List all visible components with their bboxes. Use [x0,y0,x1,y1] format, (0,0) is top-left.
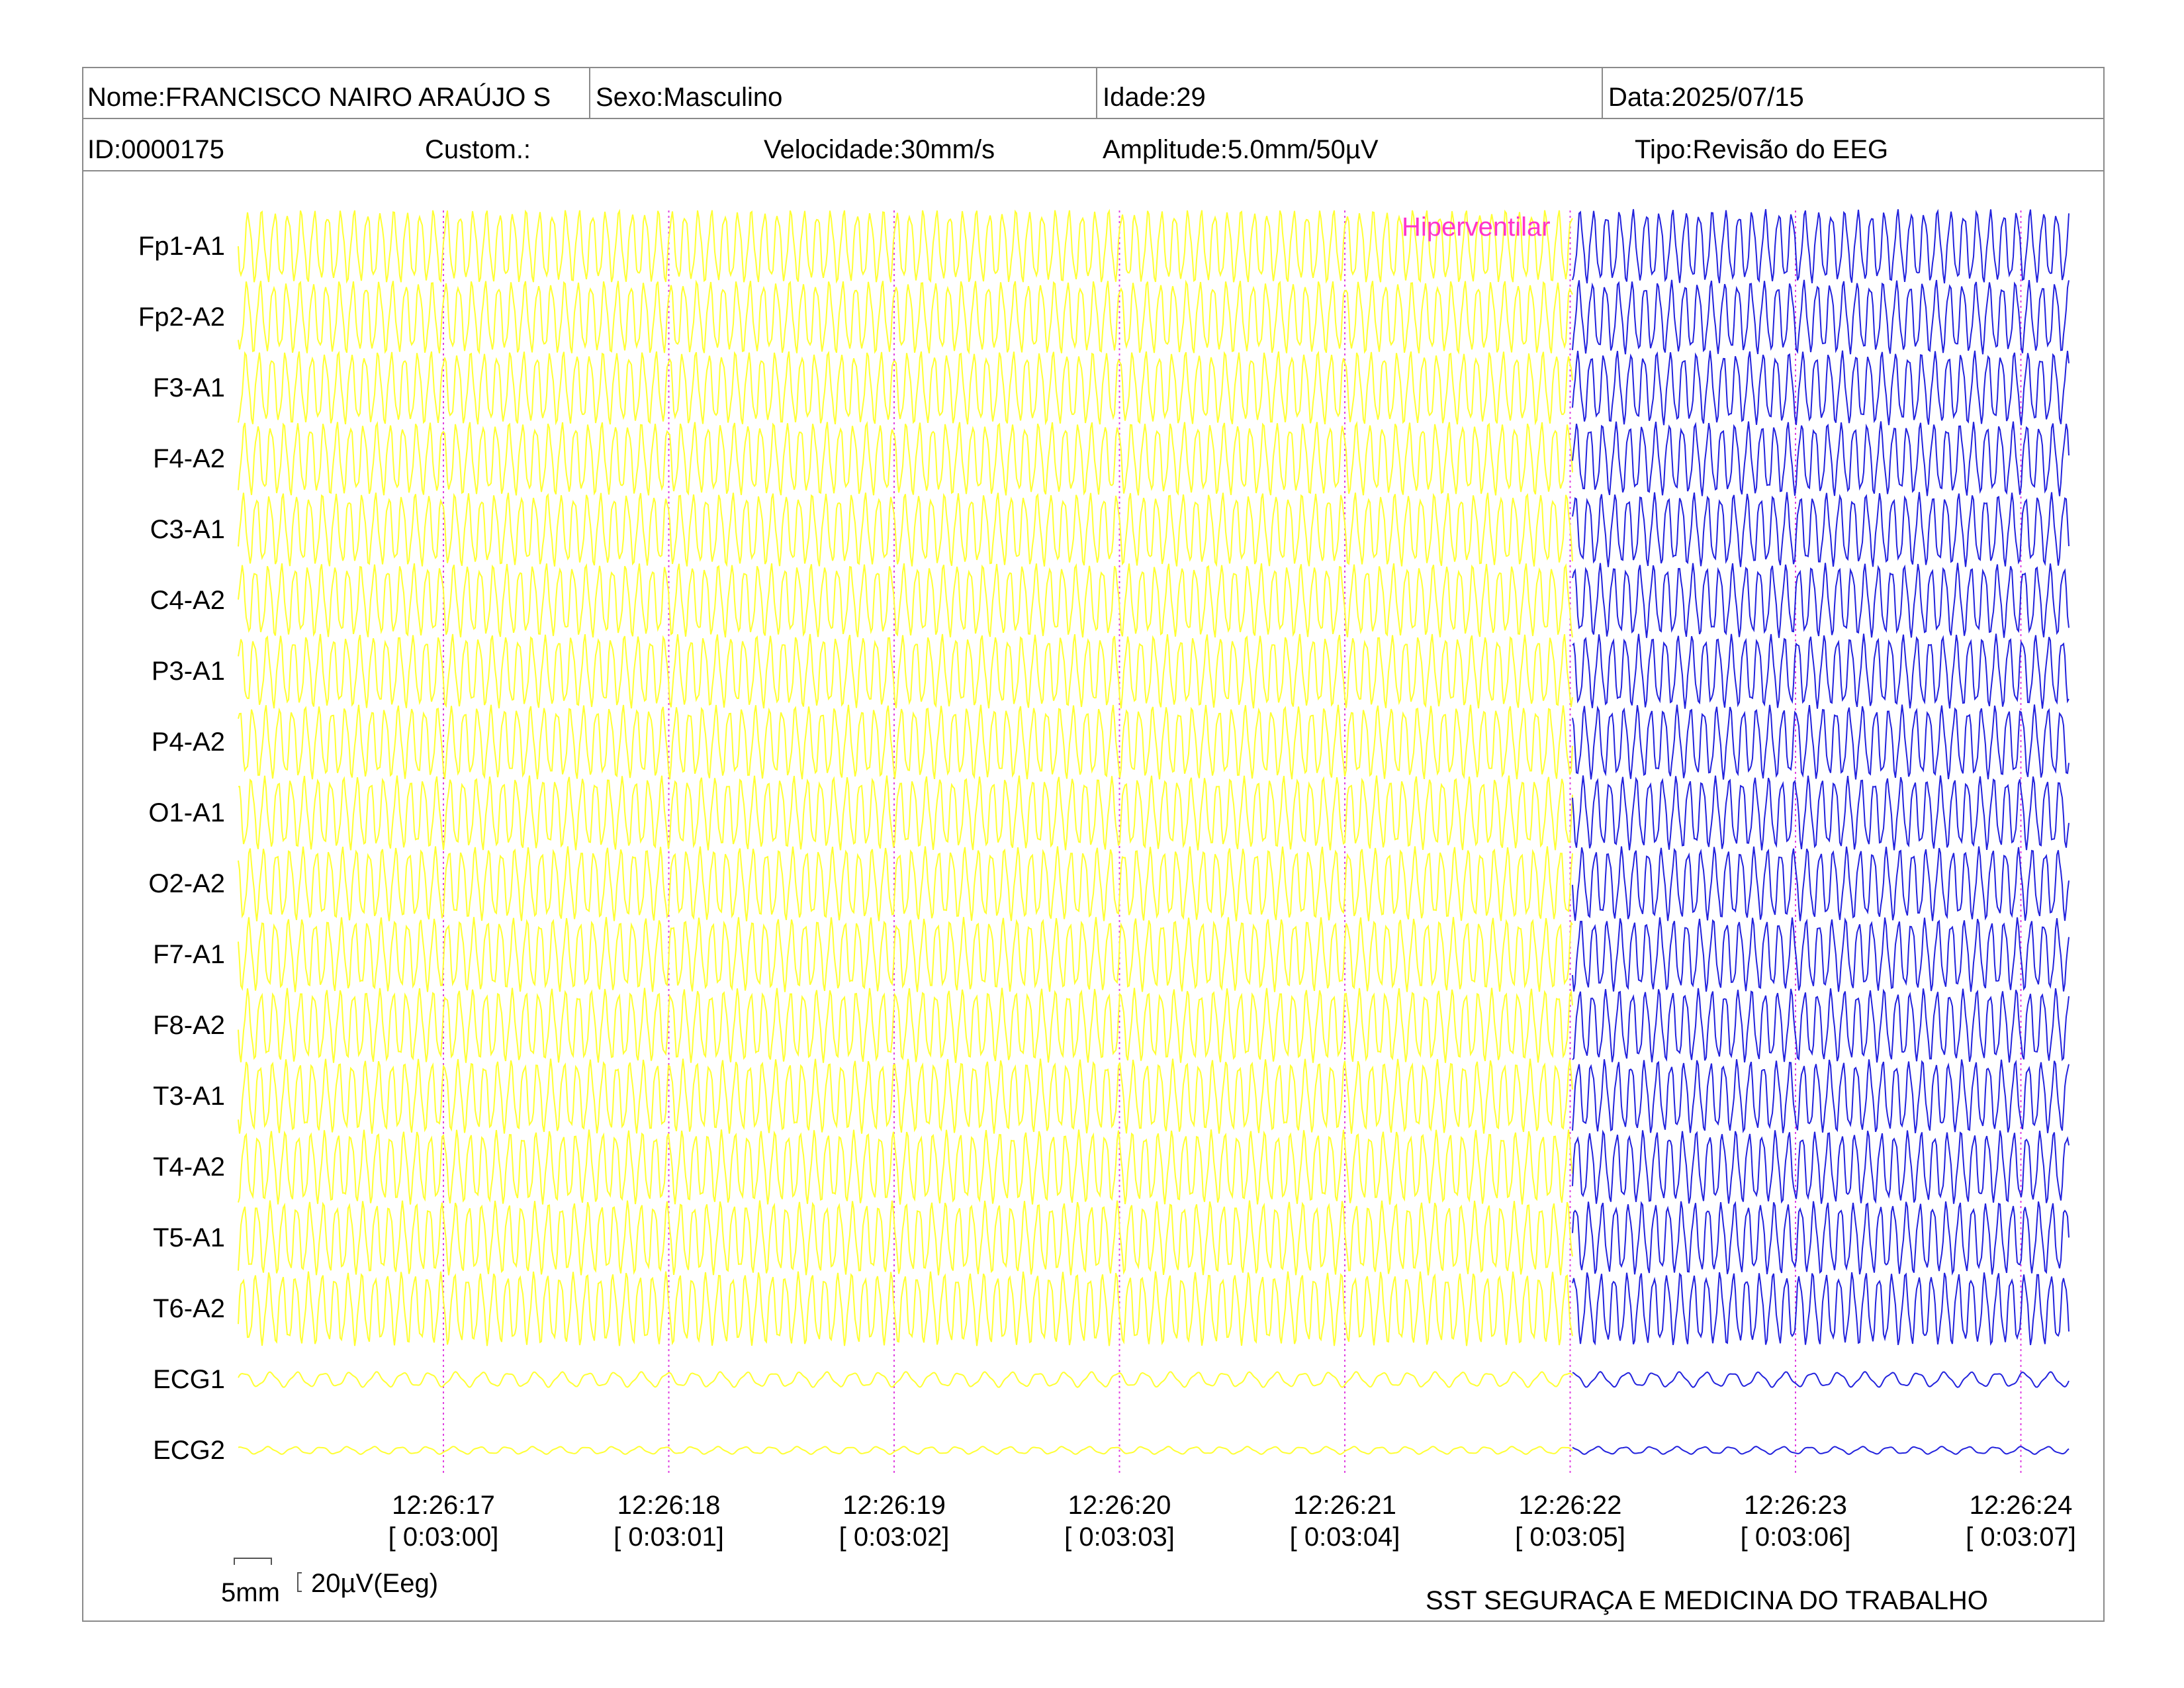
eeg-trace-post-event [1572,633,2070,709]
time-clock-label: 12:26:17 [392,1491,495,1520]
eeg-trace-post-event [1572,1371,2070,1388]
header-divider [1096,67,1097,118]
channel-label: ECG1 [153,1365,225,1394]
eeg-trace-pre-event [238,1446,1573,1455]
channel-label: T6-A2 [153,1294,225,1323]
time-clock-label: 12:26:19 [842,1491,946,1520]
amplitude-setting: Amplitude:5.0mm/50µV [1103,135,1379,164]
time-scale-label: 5mm [221,1578,280,1607]
channel-label: F7-A1 [153,940,225,969]
time-elapsed-label: [ 0:03:05] [1515,1523,1625,1552]
eeg-trace-pre-event [238,492,1573,567]
time-elapsed-label: [ 0:03:01] [614,1523,724,1552]
eeg-trace-post-event [1572,1201,2070,1276]
eeg-trace-post-event [1572,1272,2070,1346]
time-clock-label: 12:26:18 [617,1491,721,1520]
time-elapsed-label: [ 0:03:02] [839,1523,950,1552]
channel-label: F8-A2 [153,1011,225,1040]
eeg-trace-pre-event [238,421,1573,496]
time-clock-label: 12:26:22 [1518,1491,1622,1520]
time-clock-label: 12:26:21 [1293,1491,1396,1520]
channel-label: O2-A2 [148,869,225,898]
eeg-trace-post-event [1572,917,2070,992]
header-row-patient: Nome:FRANCISCO NAIRO ARAÚJO S Sexo:Mascu… [82,67,2105,119]
eeg-trace-post-event [1572,1129,2070,1204]
channel-label: F4-A2 [153,444,225,473]
channel-label: Fp2-A2 [138,303,225,332]
eeg-trace-post-event [1572,209,2070,284]
custom-field: Custom.: [425,135,531,164]
channel-label: O1-A1 [148,798,225,827]
eeg-trace-pre-event [238,846,1573,921]
eeg-trace-pre-event [238,917,1573,992]
eeg-trace-post-event [1572,492,2070,567]
time-clock-label: 12:26:20 [1068,1491,1171,1520]
eeg-trace-post-event [1572,563,2070,638]
exam-type: Tipo:Revisão do EEG [1635,135,1889,164]
time-elapsed-label: [ 0:03:00] [388,1523,499,1552]
scale-bar-icon [234,1558,302,1592]
eeg-trace-pre-event [238,1200,1573,1276]
clinic-name: SST SEGURAÇA E MEDICINA DO TRABALHO [1426,1586,1988,1615]
eeg-trace-pre-event [238,704,1573,780]
time-clock-label: 12:26:24 [1969,1491,2073,1520]
eeg-trace-pre-event [238,988,1573,1063]
time-elapsed-label: [ 0:03:07] [1966,1523,2076,1552]
channel-label: Fp1-A1 [138,232,225,261]
eeg-trace-pre-event [238,633,1573,709]
channel-label: T4-A2 [153,1152,225,1182]
patient-age: Idade:29 [1103,83,1206,112]
eeg-trace-post-event [1572,1059,2070,1134]
patient-id: ID:0000175 [87,135,224,164]
speed-setting: Velocidade:30mm/s [764,135,995,164]
eeg-trace-pre-event [238,1058,1573,1134]
report-frame [82,67,2105,1622]
amplitude-scale-label: 20µV(Eeg) [311,1569,439,1598]
header-divider [1602,67,1603,118]
eeg-trace-pre-event [238,209,1573,284]
channel-label: C4-A2 [150,586,225,615]
eeg-trace-pre-event [238,350,1573,426]
eeg-trace-post-event [1572,775,2070,851]
channel-label: ECG2 [153,1436,225,1465]
eeg-trace-pre-event [238,775,1573,851]
time-elapsed-label: [ 0:03:04] [1289,1523,1400,1552]
eeg-trace-post-event [1572,279,2070,355]
eeg-trace-post-event [1572,846,2070,921]
time-clock-label: 12:26:23 [1744,1491,1847,1520]
eeg-trace-post-event [1572,988,2070,1063]
time-elapsed-label: [ 0:03:06] [1740,1523,1851,1552]
patient-name: Nome:FRANCISCO NAIRO ARAÚJO S [87,83,551,112]
patient-sex: Sexo:Masculino [596,83,783,112]
eeg-trace-pre-event [238,279,1573,355]
header-row-settings: ID:0000175 Custom.: Velocidade:30mm/s Am… [82,119,2105,171]
channel-label: P4-A2 [151,727,225,757]
eeg-trace-pre-event [238,1129,1573,1205]
channel-label: T5-A1 [153,1223,225,1252]
channel-label: T3-A1 [153,1082,225,1111]
eeg-trace-pre-event [238,1371,1573,1388]
eeg-trace-pre-event [238,1271,1573,1346]
eeg-trace-post-event [1572,1446,2070,1455]
time-elapsed-label: [ 0:03:03] [1064,1523,1175,1552]
event-annotation[interactable]: Hiperventilar [1402,212,1551,242]
eeg-trace-post-event [1572,421,2070,496]
channel-label: P3-A1 [151,657,225,686]
eeg-trace-pre-event [238,563,1573,638]
header-divider [589,67,590,118]
channel-label: C3-A1 [150,515,225,544]
eeg-trace-post-event [1572,704,2070,780]
eeg-trace-post-event [1572,350,2070,426]
exam-date: Data:2025/07/15 [1608,83,1804,112]
channel-label: F3-A1 [153,373,225,402]
